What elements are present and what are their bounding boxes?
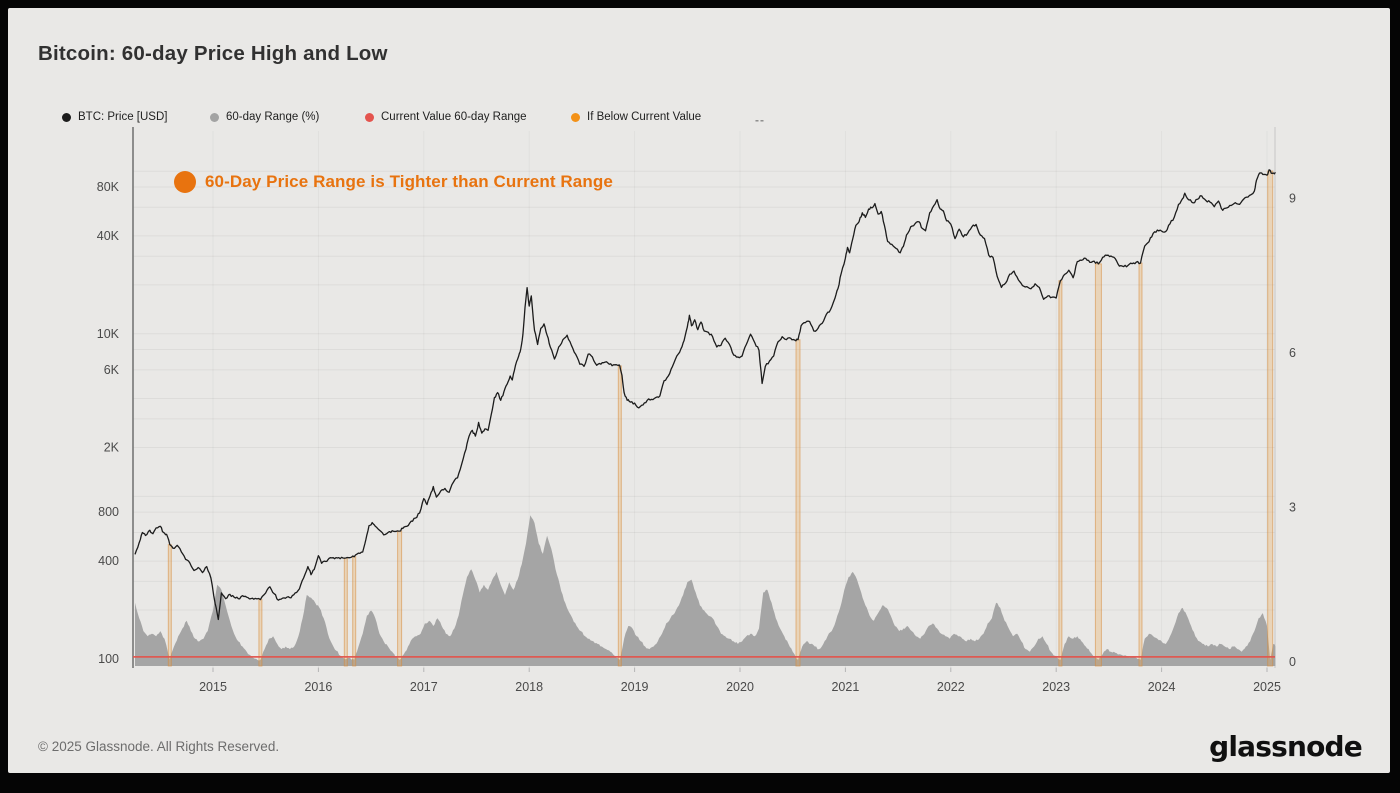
x-tick-label: 2022: [937, 680, 965, 694]
below-current-band: [167, 544, 172, 667]
legend-item-1[interactable]: BTC: Price [USD]: [62, 111, 167, 123]
below-current-band: [795, 339, 801, 667]
legend-item-label: Current Value 60-day Range: [381, 111, 527, 123]
below-current-band: [343, 557, 348, 667]
y-left-tick-label: 800: [98, 505, 119, 519]
x-tick-label: 2025: [1253, 680, 1281, 694]
legend-item-label: 60-day Range (%): [226, 111, 320, 123]
legend-dot-icon: [365, 112, 374, 122]
x-tick-label: 2023: [1042, 680, 1070, 694]
legend-item-4[interactable]: If Below Current Value: [571, 111, 701, 123]
copyright-text: © 2025 Glassnode. All Rights Reserved.: [38, 739, 280, 754]
chart-area: 2015 2016 2017 2018 2019 2020 2021 2022 2023 2024…: [8, 8, 1390, 773]
y-left-tick-label: 2K: [104, 440, 120, 454]
x-tick-label: 2024: [1148, 680, 1176, 694]
x-tick-label: 2018: [515, 680, 543, 694]
y-left-tick-label: 10K: [97, 327, 120, 341]
legend-item-label: BTC: Price [USD]: [78, 111, 168, 123]
chart-legend: BTC: Price [USD] 60-day Range (%) Current …: [8, 111, 1390, 129]
legend-dot-icon: [210, 112, 219, 122]
y-right-tick-label: 6: [1289, 346, 1296, 360]
chart-canvas: 2015 2016 2017 2018 2019 2020 2021 2022 2023 2024…: [97, 127, 1296, 694]
x-tick-label: 2020: [726, 680, 754, 694]
below-current-band: [352, 556, 357, 667]
y-left-tick-label: 6K: [104, 363, 120, 377]
legend-overflow-indicator[interactable]: --: [755, 113, 765, 127]
annotation-dot-icon: [174, 171, 196, 193]
x-tick-label: 2015: [199, 680, 227, 694]
below-current-band: [397, 530, 403, 667]
below-current-band: [1267, 170, 1274, 667]
legend-item-3[interactable]: Current Value 60-day Range: [365, 111, 527, 123]
y-right-tick-label: 9: [1289, 192, 1296, 206]
y-left-tick-label: 80K: [97, 180, 120, 194]
btc-price-series: [134, 169, 1276, 621]
y-left-tick-label: 400: [98, 554, 119, 568]
below-current-band: [1094, 263, 1102, 667]
legend-item-label: If Below Current Value: [587, 111, 702, 123]
y-right-tick-label: 3: [1289, 501, 1296, 515]
legend-dot-icon: [62, 112, 71, 122]
y-left-tick-label: 40K: [97, 229, 120, 243]
footer: © 2025 Glassnode. All Rights Reserved. g…: [8, 730, 1390, 770]
annotation-text: 60-Day Price Range is Tighter than Curre…: [205, 172, 613, 191]
legend-item-2[interactable]: 60-day Range (%): [210, 111, 319, 123]
range-area-series: [135, 515, 1276, 666]
chart-annotation: 60-Day Price Range is Tighter than Curre…: [174, 171, 613, 193]
glassnode-logo: glassnode: [1209, 730, 1363, 763]
below-current-band: [1138, 262, 1143, 667]
y-left-tick-label: 100: [98, 652, 119, 666]
page-title: Bitcoin: 60-day Price High and Low: [38, 42, 388, 65]
x-tick-label: 2019: [621, 680, 649, 694]
legend-dot-icon: [571, 112, 580, 122]
x-tick-label: 2017: [410, 680, 438, 694]
x-tick-label: 2021: [831, 680, 859, 694]
y-right-tick-label: 0: [1289, 655, 1296, 669]
chart-panel: Bitcoin: 60-day Price High and Low BTC: …: [8, 8, 1390, 773]
below-current-band: [617, 365, 622, 667]
below-current-band: [1058, 280, 1063, 667]
x-tick-label: 2016: [304, 680, 332, 694]
